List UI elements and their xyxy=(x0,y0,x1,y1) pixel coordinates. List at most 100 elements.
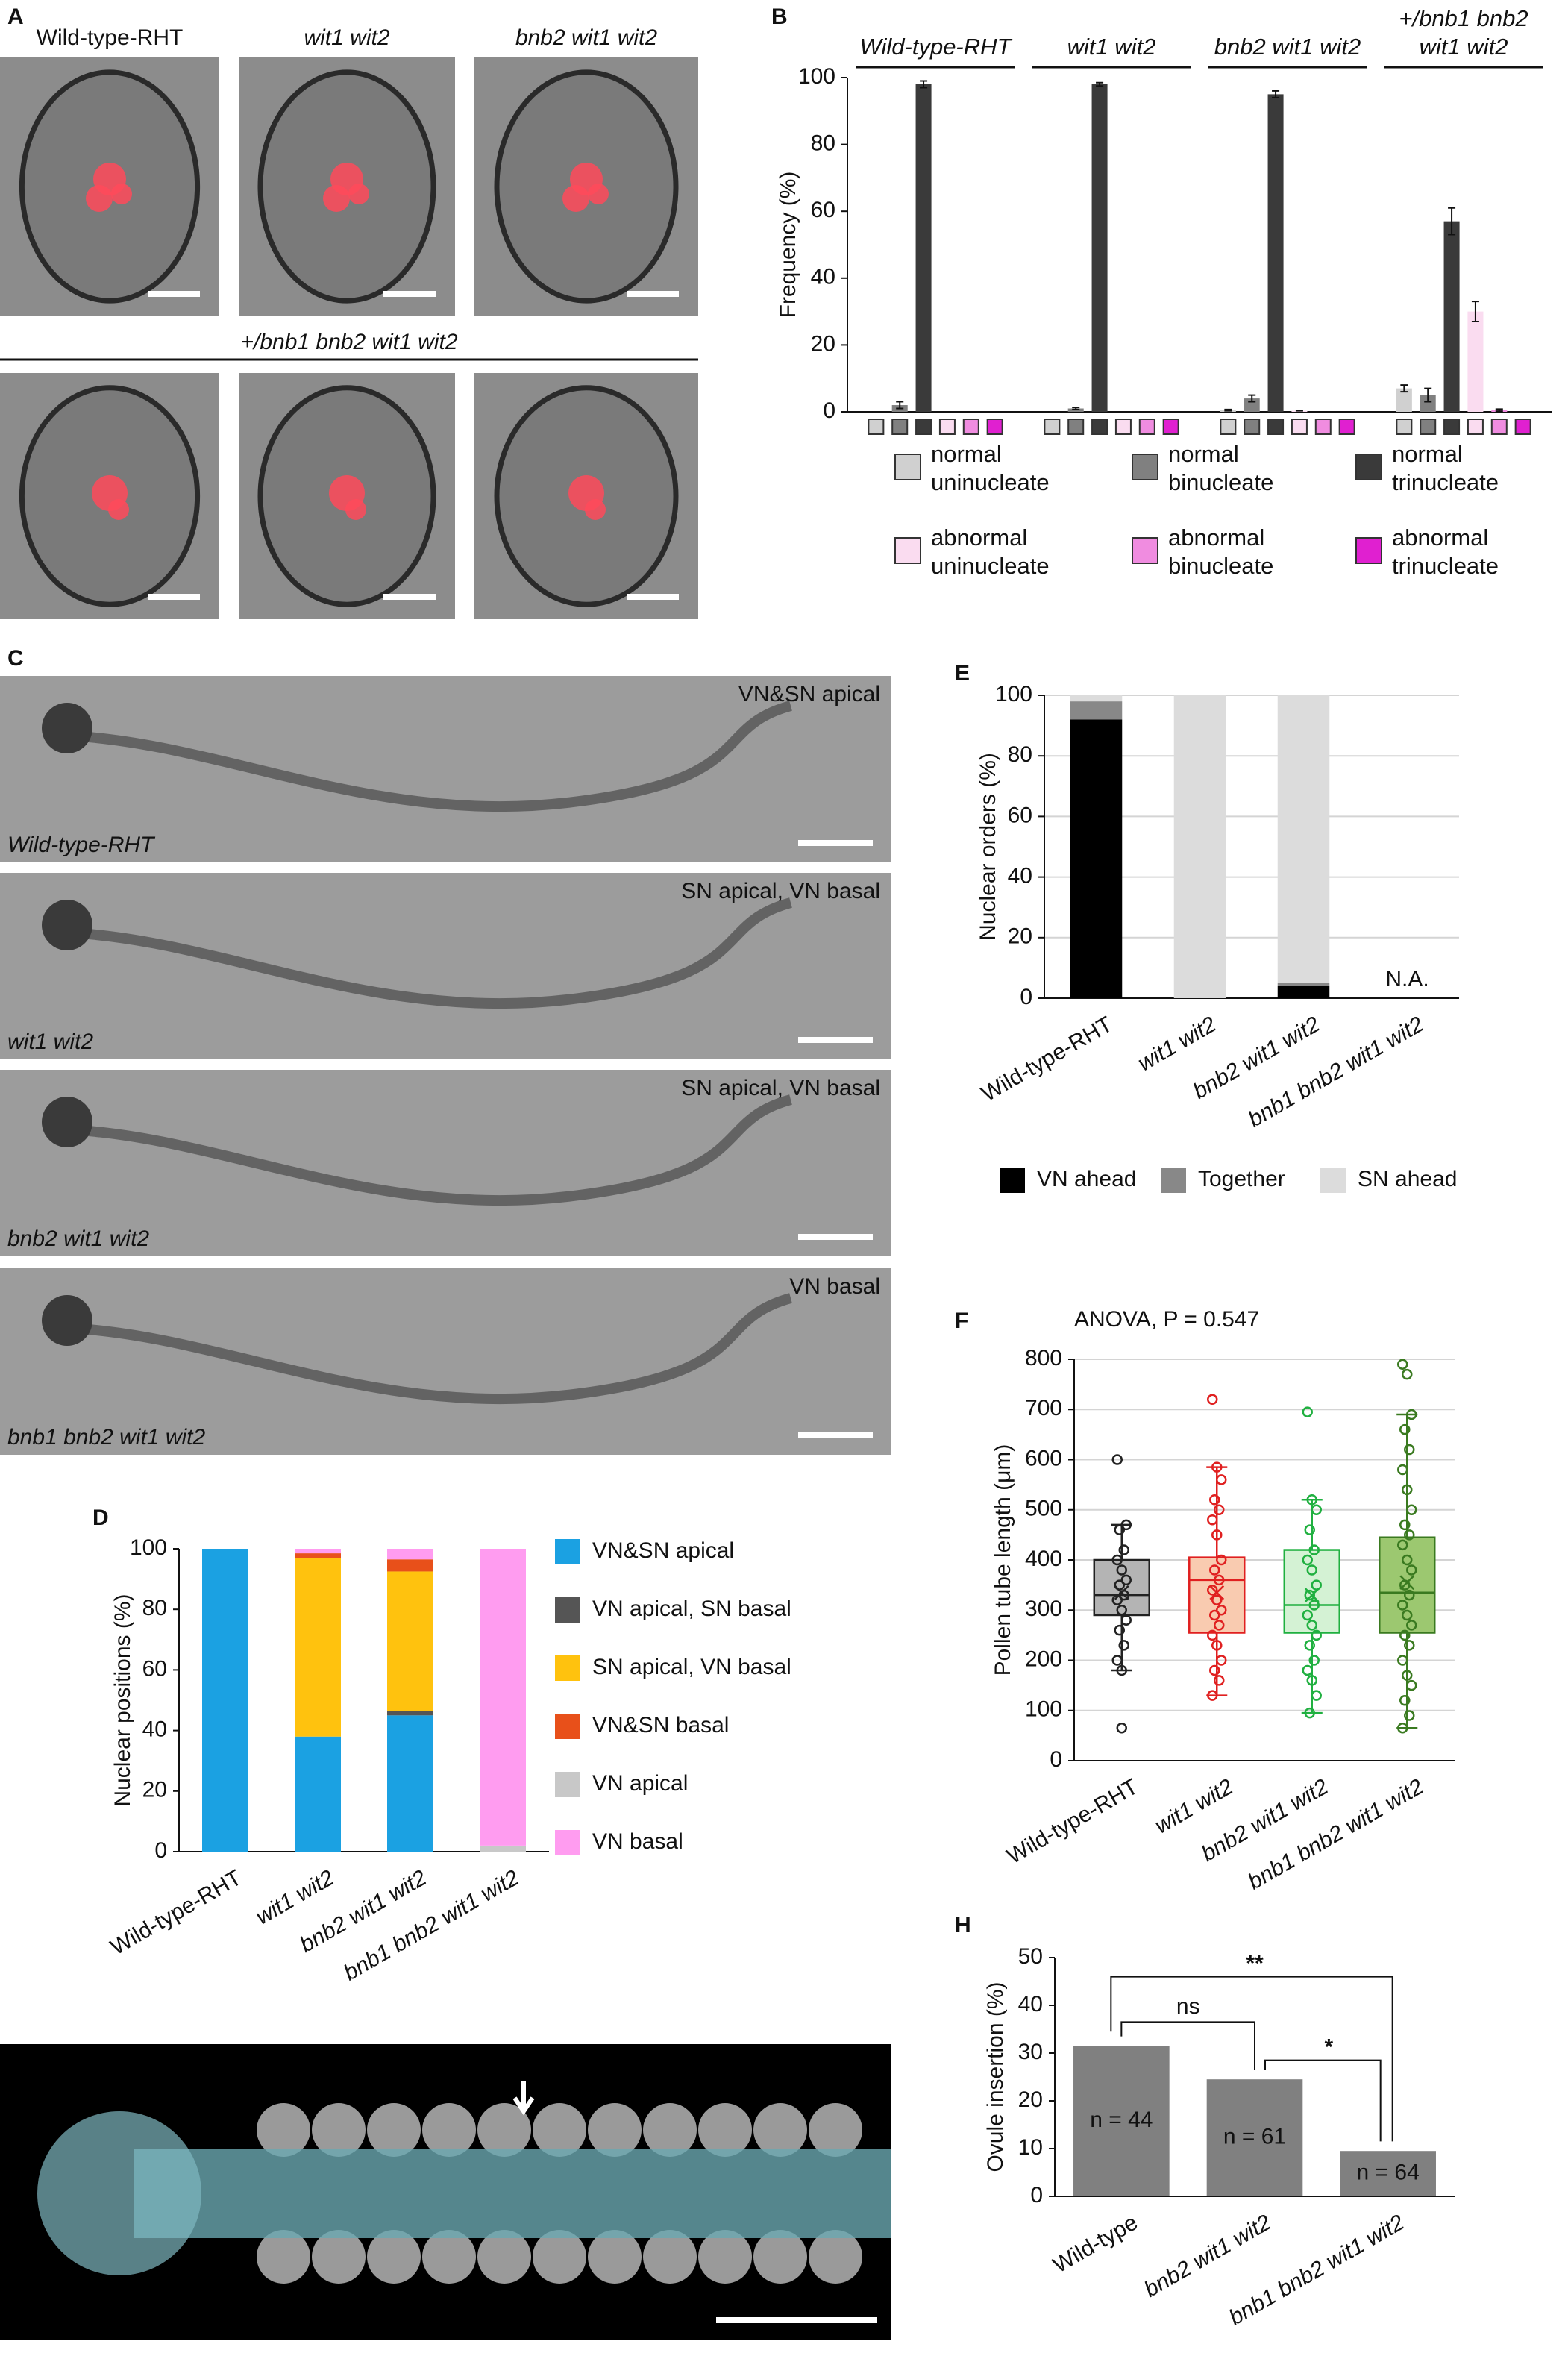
error-bar xyxy=(1072,407,1080,410)
data-point xyxy=(1308,1655,1320,1666)
panel-label: E xyxy=(955,661,970,686)
legend-label: VN ahead xyxy=(1037,1167,1136,1191)
y-tick-label: 40 xyxy=(142,1717,167,1742)
y-tick-label: 60 xyxy=(1008,803,1032,827)
y-axis-label: Ovule insertion (%) xyxy=(983,1981,1008,2172)
data-point xyxy=(1209,1494,1220,1506)
ovule xyxy=(698,2103,752,2157)
data-point xyxy=(1114,1624,1125,1636)
nucleus xyxy=(562,185,589,212)
ovule xyxy=(422,2230,476,2284)
x-tick-label: Wild-type-RHT xyxy=(107,1865,246,1960)
data-point xyxy=(1404,1640,1415,1651)
pollen-grain xyxy=(42,1097,92,1147)
category-swatch xyxy=(868,419,885,435)
data-point xyxy=(1302,1406,1313,1417)
error-bar xyxy=(1471,301,1479,323)
bar xyxy=(1443,221,1460,412)
y-tick-label: 20 xyxy=(1008,924,1032,949)
legend-label: abnormal uninucleate xyxy=(931,524,1050,579)
data-point xyxy=(1406,1409,1417,1420)
data-point xyxy=(1306,1675,1317,1686)
ovule xyxy=(477,2230,531,2284)
box xyxy=(1093,1558,1150,1617)
row-label: +/bnb1 bnb2 wit1 wit2 xyxy=(240,330,457,354)
ovule xyxy=(643,2103,697,2157)
x-tick-label: Wild-type-RHT xyxy=(977,1012,1117,1106)
data-point xyxy=(1404,1444,1415,1456)
legend-label: SN ahead xyxy=(1358,1167,1457,1191)
bar-segment xyxy=(295,1553,341,1558)
data-point xyxy=(1406,1564,1417,1576)
pistil xyxy=(134,2149,891,2238)
category-swatch xyxy=(1443,419,1461,435)
error-bar xyxy=(1248,394,1256,403)
legend-swatch xyxy=(555,1655,580,1681)
data-point xyxy=(1216,1655,1227,1666)
bar-segment xyxy=(387,1559,433,1572)
data-point xyxy=(1399,1423,1411,1435)
y-axis-label: Nuclear positions (%) xyxy=(110,1594,135,1806)
y-tick-label: 100 xyxy=(130,1535,167,1560)
data-point xyxy=(1211,1640,1223,1651)
data-point xyxy=(1302,1554,1313,1566)
category-swatch xyxy=(1114,419,1132,435)
significance-bracket xyxy=(1120,2021,1255,2070)
y-tick-label: 0 xyxy=(823,398,835,423)
bar-segment xyxy=(480,1549,526,1846)
data-point xyxy=(1399,1579,1411,1591)
ovule xyxy=(588,2103,642,2157)
micrograph xyxy=(0,1070,891,1256)
mean-marker xyxy=(1399,1575,1415,1591)
legend-swatch xyxy=(1320,1168,1346,1193)
nucleus xyxy=(86,185,113,212)
data-point xyxy=(1304,1589,1315,1601)
bar xyxy=(1340,2151,1436,2196)
bar-segment xyxy=(387,1715,433,1852)
error-bar xyxy=(1424,387,1432,403)
significance-label: ** xyxy=(1246,1952,1264,1976)
data-point xyxy=(1214,1675,1225,1686)
data-point xyxy=(1402,1670,1413,1681)
legend-swatch xyxy=(1161,1168,1186,1193)
data-point xyxy=(1306,1564,1317,1576)
data-point xyxy=(1402,1368,1413,1380)
data-point xyxy=(1207,1629,1218,1641)
y-tick-label: 200 xyxy=(1025,1647,1062,1671)
column-label: bnb2 wit1 wit2 xyxy=(515,25,657,50)
data-point xyxy=(1302,1664,1313,1676)
legend-swatch xyxy=(555,1539,580,1564)
y-tick-label: 40 xyxy=(811,265,835,289)
legend-swatch xyxy=(555,1597,580,1623)
stigma xyxy=(37,2111,201,2275)
x-tick-label: bnb1 bnb2 wit1 wit2 xyxy=(1244,1774,1428,1894)
legend-swatch xyxy=(555,1830,580,1855)
group-title: wit1 wit2 xyxy=(1067,34,1156,60)
category-swatch xyxy=(1514,419,1531,435)
legend-label: abnormal binucleate xyxy=(1168,524,1274,579)
nucleus xyxy=(345,499,366,520)
ovule xyxy=(698,2230,752,2284)
legend-swatch xyxy=(555,1772,580,1797)
group-title: Wild-type-RHT xyxy=(859,34,1012,60)
y-tick-label: 40 xyxy=(1008,864,1032,889)
nucleus xyxy=(588,184,609,204)
category-swatch xyxy=(1244,419,1261,435)
x-tick-label: wit1 wit2 xyxy=(1134,1012,1220,1076)
data-point xyxy=(1404,1710,1415,1721)
data-point xyxy=(1211,1461,1223,1473)
data-point xyxy=(1399,1695,1411,1706)
nucleus xyxy=(323,185,350,212)
error-bar xyxy=(896,401,904,410)
micrograph xyxy=(0,676,891,862)
y-tick-label: 0 xyxy=(1020,985,1032,1009)
bar xyxy=(1244,398,1260,412)
ovule xyxy=(422,2103,476,2157)
category-swatch xyxy=(891,419,909,435)
data-point xyxy=(1304,1524,1315,1535)
nuclear-position-label: SN apical, VN basal xyxy=(681,879,880,903)
data-point xyxy=(1207,1514,1218,1526)
data-point xyxy=(1406,1679,1417,1691)
